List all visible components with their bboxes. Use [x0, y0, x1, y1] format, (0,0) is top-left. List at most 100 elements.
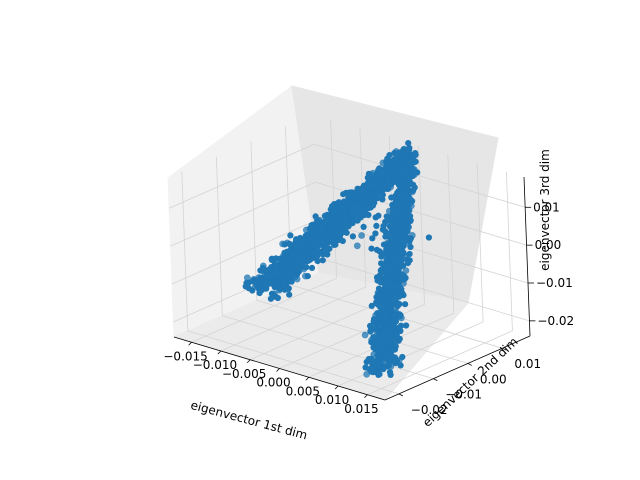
scatter-point: [368, 187, 376, 195]
scatter-point: [384, 173, 391, 180]
scatter-point: [341, 198, 348, 205]
scatter-point: [368, 171, 375, 178]
z-tick-label: 0.01: [533, 200, 560, 214]
scatter-point: [396, 246, 403, 253]
scatter-point: [325, 215, 332, 222]
scatter-point: [378, 260, 385, 267]
scatter-point: [360, 223, 367, 230]
scatter-point: [298, 245, 305, 252]
scatter-point: [391, 224, 398, 231]
scatter-point: [373, 246, 381, 253]
scatter-point: [319, 236, 326, 243]
scatter-point: [402, 182, 409, 189]
z-tick-label: −0.01: [536, 276, 573, 290]
x-tick-label: 0.010: [315, 393, 349, 407]
scatter-point: [397, 362, 404, 369]
z-axis-line: [523, 176, 531, 337]
x-gridline: [191, 277, 337, 343]
scatter-point: [305, 257, 312, 264]
scatter-point: [340, 191, 347, 198]
scatter-point: [300, 263, 307, 270]
scatter-point: [362, 364, 369, 371]
scatter-point: [402, 199, 409, 207]
scatter-point: [328, 233, 336, 240]
scatter-point: [273, 276, 281, 284]
scatter-point: [361, 212, 368, 219]
scatter-point: [406, 250, 413, 258]
scatter-point: [319, 257, 326, 264]
scatter-point: [378, 269, 385, 276]
x-tick-label: 0.005: [286, 384, 320, 398]
scatter-point: [385, 245, 392, 252]
scatter-point: [401, 155, 409, 163]
z-gridline: [316, 219, 529, 284]
y-gridline: [222, 315, 434, 380]
z-gridline: [170, 181, 316, 247]
x-tick-label: 0.015: [344, 402, 378, 416]
scatter-point: [335, 209, 342, 216]
scatter-point: [385, 329, 392, 337]
z-gridline: [318, 257, 530, 322]
scatter-point: [322, 245, 329, 252]
scatter-point: [383, 159, 390, 166]
scatter-point: [375, 290, 383, 297]
scatter-point: [365, 205, 372, 212]
scatter-point: [337, 204, 344, 211]
scatter-point: [380, 355, 387, 362]
y-gridline: [187, 330, 399, 395]
scatter-point: [405, 140, 412, 147]
scatter-point: [383, 266, 390, 274]
scatter-point: [403, 166, 410, 173]
scatter-point: [367, 180, 374, 187]
scatter-point: [355, 195, 363, 203]
scatter-point: [372, 214, 379, 221]
scatter-point: [378, 169, 385, 176]
scatter-point: [297, 234, 304, 242]
scatter-point: [379, 339, 386, 346]
scatter-point: [273, 265, 280, 273]
scatter-point: [389, 250, 396, 257]
scatter-point: [293, 275, 301, 283]
scatter-point: [385, 348, 392, 355]
scatter-point: [303, 231, 311, 239]
scatter-point: [375, 342, 382, 349]
scatter-point: [314, 253, 321, 260]
scatter-point: [309, 221, 316, 228]
scatter-point: [284, 276, 291, 284]
scatter-point: [381, 302, 388, 309]
scatter-point: [383, 213, 390, 220]
x-gridline: [330, 119, 337, 279]
scatter-point: [280, 257, 288, 265]
x-tick: [305, 376, 310, 381]
scatter-point: [270, 292, 277, 299]
scatter-point: [378, 250, 385, 257]
scatter-point: [360, 193, 368, 200]
z-tick-label: 0.00: [535, 238, 562, 252]
scatter-point: [391, 305, 399, 313]
scatter-point: [245, 285, 252, 292]
y-tick: [433, 378, 438, 382]
scatter-point: [347, 196, 354, 204]
scatter-point: [369, 235, 376, 242]
y-tick-label: 0.01: [514, 357, 541, 371]
scatter-point: [280, 281, 287, 288]
scatter-point: [396, 313, 404, 320]
x-tick: [246, 359, 251, 364]
scatter-point: [363, 358, 370, 366]
x-tick: [188, 341, 192, 346]
scatter-point: [255, 274, 263, 281]
scatter-point: [376, 360, 384, 367]
scatter-point: [390, 255, 397, 262]
scatter-point: [388, 271, 395, 278]
z-gridline: [171, 219, 318, 285]
scatter-point: [403, 322, 410, 329]
scatter-point: [393, 283, 400, 290]
x-tick-label: −0.015: [163, 349, 207, 363]
scatter-point: [425, 234, 432, 241]
scatter-point: [380, 223, 387, 230]
scatter-point: [368, 245, 375, 252]
scatter-point: [329, 239, 336, 246]
y-tick: [398, 393, 403, 397]
